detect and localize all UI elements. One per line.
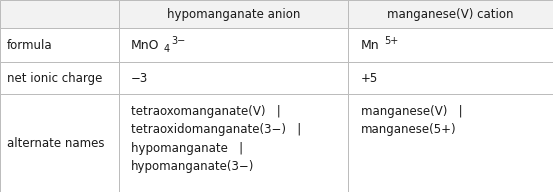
Text: MnO: MnO (131, 39, 160, 52)
Text: hypomanganate anion: hypomanganate anion (167, 8, 300, 21)
Bar (0, 28, 119, 62)
Text: net ionic charge: net ionic charge (7, 72, 102, 85)
Text: manganese(V)   |
manganese(5+): manganese(V) | manganese(5+) (361, 105, 462, 136)
Bar (119, 94, 348, 192)
Bar (119, 0, 348, 28)
Text: alternate names: alternate names (7, 137, 104, 150)
Text: −3: −3 (131, 72, 148, 85)
Text: 4: 4 (163, 44, 169, 55)
Text: formula: formula (7, 39, 53, 52)
Text: Mn: Mn (361, 39, 379, 52)
Text: +5: +5 (361, 72, 378, 85)
Text: tetraoxomanganate(V)   |
tetraoxidomanganate(3−)   |
hypomanganate   |
hypomanga: tetraoxomanganate(V) | tetraoxidomangana… (131, 105, 301, 173)
Bar (348, 28, 553, 62)
Bar (348, 0, 553, 28)
Bar (348, 62, 553, 94)
Text: 5+: 5+ (384, 36, 398, 46)
Bar (0, 0, 119, 28)
Text: 3−: 3− (171, 36, 186, 46)
Bar (119, 28, 348, 62)
Bar (0, 94, 119, 192)
Bar (348, 94, 553, 192)
Bar (119, 62, 348, 94)
Bar (0, 62, 119, 94)
Text: manganese(V) cation: manganese(V) cation (388, 8, 514, 21)
